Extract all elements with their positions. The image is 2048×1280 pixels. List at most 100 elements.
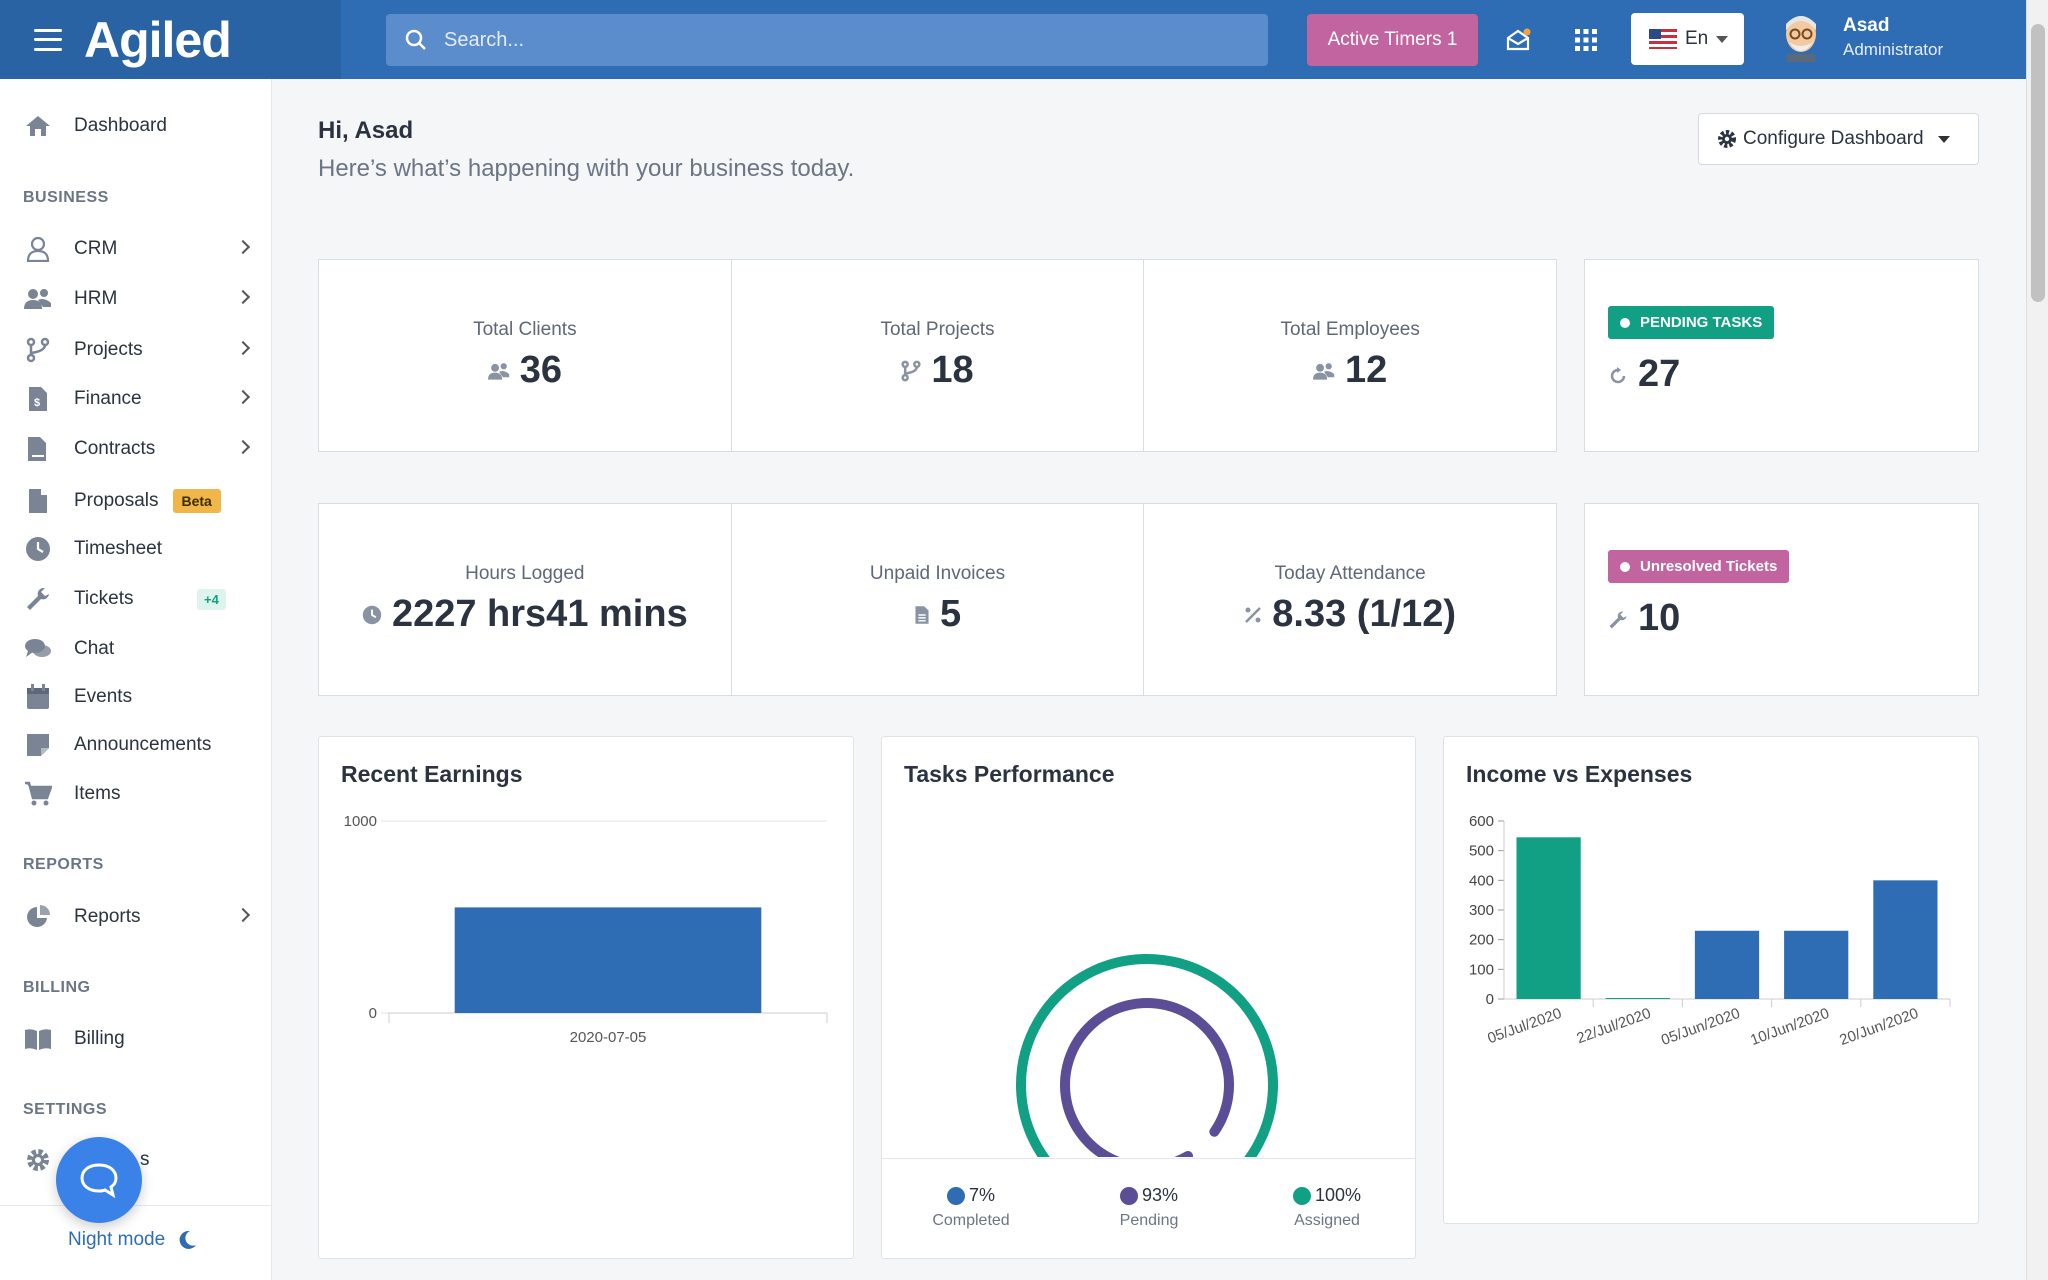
legend-item-completed[interactable]: 7% Completed (882, 1159, 1060, 1258)
y-tick-label: 500 (1469, 843, 1494, 860)
user-name: Asad (1843, 14, 1890, 36)
legend-item-assigned[interactable]: 100% Assigned (1238, 1159, 1416, 1258)
sidebar-item-label: Finance (74, 388, 142, 409)
user-icon (24, 235, 52, 263)
x-tick-label: 20/Jun/2020 (1837, 1005, 1920, 1049)
chevron-right-icon (235, 439, 251, 455)
x-tick-label: 10/Jun/2020 (1748, 1005, 1831, 1049)
unresolved-tickets-card[interactable]: Unresolved Tickets 10 (1584, 503, 1979, 696)
stats-row-2: Hours Logged 2227 hrs41 mins Unpaid Invo… (318, 503, 1557, 696)
pending-tasks-card[interactable]: PENDING TASKS 27 (1584, 259, 1979, 452)
user-role: Administrator (1843, 39, 1944, 59)
status-badge: Unresolved Tickets (1608, 550, 1790, 583)
gear-icon (1718, 130, 1736, 148)
stat-total-projects[interactable]: Total Projects 18 (732, 260, 1145, 451)
sidebar-item-events[interactable]: Events (0, 677, 272, 717)
brand: Agiled (0, 0, 341, 79)
bar (454, 907, 762, 1013)
chevron-right-icon (235, 907, 251, 923)
sidebar-item-label: Tickets (74, 588, 134, 609)
sidebar-item-chat[interactable]: Chat (0, 629, 272, 669)
y-tick-label: 100 (1469, 961, 1494, 978)
tasks-performance-panel: Tasks Performance 7% Completed 93% Pendi… (881, 736, 1416, 1259)
sidebar-item-contracts[interactable]: Contracts (0, 429, 272, 469)
stat-value: 36 (519, 349, 562, 391)
users-icon (24, 285, 52, 313)
tasks-performance-chart (1015, 954, 1278, 1157)
user-menu[interactable]: Asad Administrator (1781, 12, 1943, 62)
sidebar-item-label: Chat (74, 638, 115, 659)
bar (1516, 837, 1581, 999)
night-mode-label: Night mode (68, 1229, 166, 1250)
logo[interactable]: Agiled (84, 11, 232, 68)
stat-total-clients[interactable]: Total Clients 36 (319, 260, 732, 451)
search-box[interactable] (386, 14, 1268, 66)
configure-dashboard-button[interactable]: Configure Dashboard (1698, 113, 1979, 165)
inbox-icon[interactable] (1502, 24, 1534, 56)
legend-label: Pending (1119, 1212, 1179, 1229)
tickets-count-badge: +4 (197, 588, 226, 610)
night-mode-toggle[interactable]: Night mode (68, 1229, 197, 1251)
legend-item-pending[interactable]: 93% Pending (1060, 1159, 1238, 1258)
legend-swatch (1292, 1186, 1311, 1205)
sidebar-item-label: Timesheet (74, 538, 162, 559)
sidebar-item-proposals[interactable]: Proposals Beta (0, 481, 272, 521)
stat-hours-logged[interactable]: Hours Logged 2227 hrs41 mins (319, 504, 732, 695)
income-expenses-chart: 0 100 200 300 400 500 600 05/Jul/2020 22/Jul/202… (1469, 813, 1951, 1049)
stat-label: Today Attendance (1274, 563, 1426, 584)
chevron-down-icon (1937, 135, 1950, 143)
apps-grid-icon[interactable] (1570, 24, 1602, 56)
menu-icon[interactable] (34, 28, 62, 51)
y-tick-label: 1000 (344, 813, 377, 830)
stat-value: 8.33 (1/12) (1272, 593, 1457, 635)
y-tick-label: 0 (369, 1005, 377, 1022)
arc-pending (1060, 998, 1234, 1157)
bar (1605, 998, 1670, 999)
sidebar-item-label: Announcements (74, 734, 212, 755)
sidebar-item-reports[interactable]: Reports (0, 897, 272, 937)
sidebar-item-billing[interactable]: Billing (0, 1019, 272, 1059)
sidebar-item-finance[interactable]: $ Finance (0, 379, 272, 419)
badge-label: Unresolved Tickets (1640, 558, 1778, 575)
clock-icon (24, 535, 52, 563)
calendar-icon (24, 683, 52, 711)
page-subtitle: Here’s what’s happening with your busine… (318, 155, 855, 182)
sidebar-item-settings[interactable]: s (0, 1140, 272, 1180)
chevron-down-icon (1716, 35, 1729, 43)
language-select[interactable]: En (1631, 13, 1744, 65)
stat-label: Total Clients (473, 319, 577, 340)
section-business: BUSINESS (23, 189, 109, 206)
sidebar-item-items[interactable]: Items (0, 774, 272, 814)
stat-unpaid-invoices[interactable]: Unpaid Invoices 5 (732, 504, 1145, 695)
sidebar-item-timesheet[interactable]: Timesheet (0, 529, 272, 569)
y-tick-label: 0 (1486, 991, 1494, 1008)
sidebar-item-hrm[interactable]: HRM (0, 279, 272, 319)
chat-widget-button[interactable] (56, 1137, 142, 1223)
legend-swatch (1119, 1186, 1138, 1205)
file-icon (914, 605, 930, 625)
page-scrollbar[interactable] (2026, 0, 2048, 1280)
sidebar-item-projects[interactable]: Projects (0, 330, 272, 370)
bar (1694, 930, 1760, 999)
stat-total-employees[interactable]: Total Employees 12 (1144, 260, 1556, 451)
section-settings: SETTINGS (23, 1101, 108, 1118)
wrench-icon (1608, 597, 1628, 640)
stat-label: Unpaid Invoices (869, 563, 1006, 584)
configure-dashboard-label: Configure Dashboard (1743, 128, 1924, 149)
sidebar-item-label: HRM (74, 288, 118, 309)
sidebar-item-dashboard[interactable]: Dashboard (0, 106, 272, 146)
bar (1873, 880, 1938, 999)
sidebar-item-label: s (140, 1149, 150, 1170)
sidebar-item-announcements[interactable]: Announcements (0, 725, 272, 765)
language-value: En (1685, 28, 1709, 49)
stat-today-attendance[interactable]: Today Attendance 8.33 (1/12) (1144, 504, 1556, 695)
x-tick-label: 05/Jul/2020 (1485, 1005, 1564, 1048)
sidebar-item-label: Events (74, 686, 133, 707)
sidebar-item-label: Reports (74, 906, 141, 927)
active-timers-button[interactable]: Active Timers 1 (1307, 14, 1478, 66)
scrollbar-thumb[interactable] (2031, 24, 2045, 302)
book-icon (24, 1025, 52, 1053)
sidebar-item-crm[interactable]: CRM (0, 229, 272, 269)
search-input[interactable] (444, 28, 1224, 52)
sidebar-item-tickets[interactable]: Tickets +4 (0, 579, 272, 619)
